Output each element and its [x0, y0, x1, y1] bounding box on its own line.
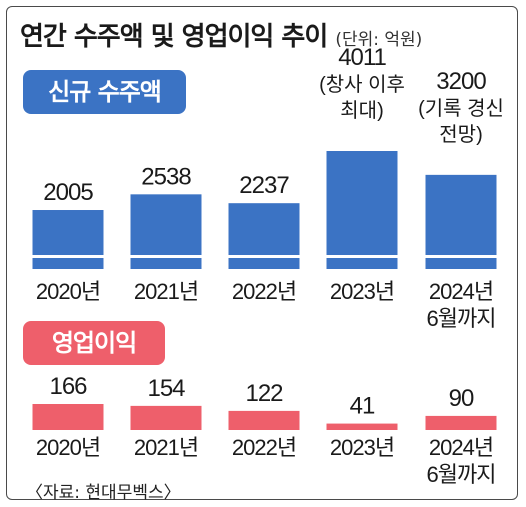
profit-category-label: 6월까지: [427, 462, 496, 487]
chart-frame: [6, 6, 518, 500]
profit-bar: [32, 404, 104, 430]
orders-bar: [326, 151, 398, 269]
profit-bar: [425, 415, 497, 430]
orders-bar: [425, 174, 497, 269]
profit-value-label: 90: [449, 385, 474, 412]
profit-category-label: 2024년: [429, 435, 493, 460]
profit-category-label: 2020년: [36, 435, 100, 460]
profit-bar: [326, 423, 398, 430]
orders-category-label: 2022년: [232, 279, 296, 304]
orders-value-label: 2237: [239, 172, 289, 199]
orders-value-label: 4011: [338, 44, 386, 71]
orders-bar-stripe: [425, 255, 497, 258]
profit-value-label: 122: [245, 380, 283, 407]
profit-category-label: 2021년: [134, 435, 198, 460]
orders-category-label: 2021년: [134, 279, 198, 304]
orders-value-label: 2538: [141, 163, 191, 190]
profit-category-label: 2023년: [330, 435, 394, 460]
orders-bar-stripe: [130, 255, 202, 258]
orders-annotation: (창사 이후: [319, 73, 405, 96]
orders-annotation: (기록 경신: [418, 97, 504, 120]
profit-bar: [130, 405, 202, 430]
orders-category-label: 2023년: [330, 279, 394, 304]
chart-title-text: 연간 수주액 및 영업이익 추이: [20, 22, 328, 52]
orders-bar-stripe: [32, 255, 104, 258]
orders-annotation: 전망): [439, 123, 482, 146]
profit-bar: [228, 410, 300, 430]
profit-value-label: 41: [350, 393, 375, 420]
orders-category-label: 2024년: [429, 279, 493, 304]
orders-value-label: 2005: [43, 179, 93, 206]
source-label: 〈자료: 현대무벡스〉: [26, 483, 181, 503]
orders-bar: [32, 210, 104, 269]
profit-value-label: 154: [147, 375, 185, 402]
orders-bar-stripe: [228, 255, 300, 258]
orders-bar: [228, 203, 300, 269]
orders-bar-stripe: [326, 255, 398, 258]
profit-category-label: 2022년: [232, 435, 296, 460]
profit-value-label: 166: [49, 373, 87, 400]
orders-category-label: 2020년: [36, 279, 100, 304]
orders-value-label: 3200: [436, 68, 486, 95]
orders-annotation: 최대): [340, 99, 383, 122]
orders-section-label: 신규 수주액: [23, 70, 186, 114]
profit-section-label: 영업이익: [23, 321, 165, 365]
chart-title: 연간 수주액 및 영업이익 추이 (단위: 억원): [20, 16, 422, 53]
unit-label: (단위: 억원): [335, 30, 423, 50]
orders-category-label: 6월까지: [427, 306, 496, 331]
